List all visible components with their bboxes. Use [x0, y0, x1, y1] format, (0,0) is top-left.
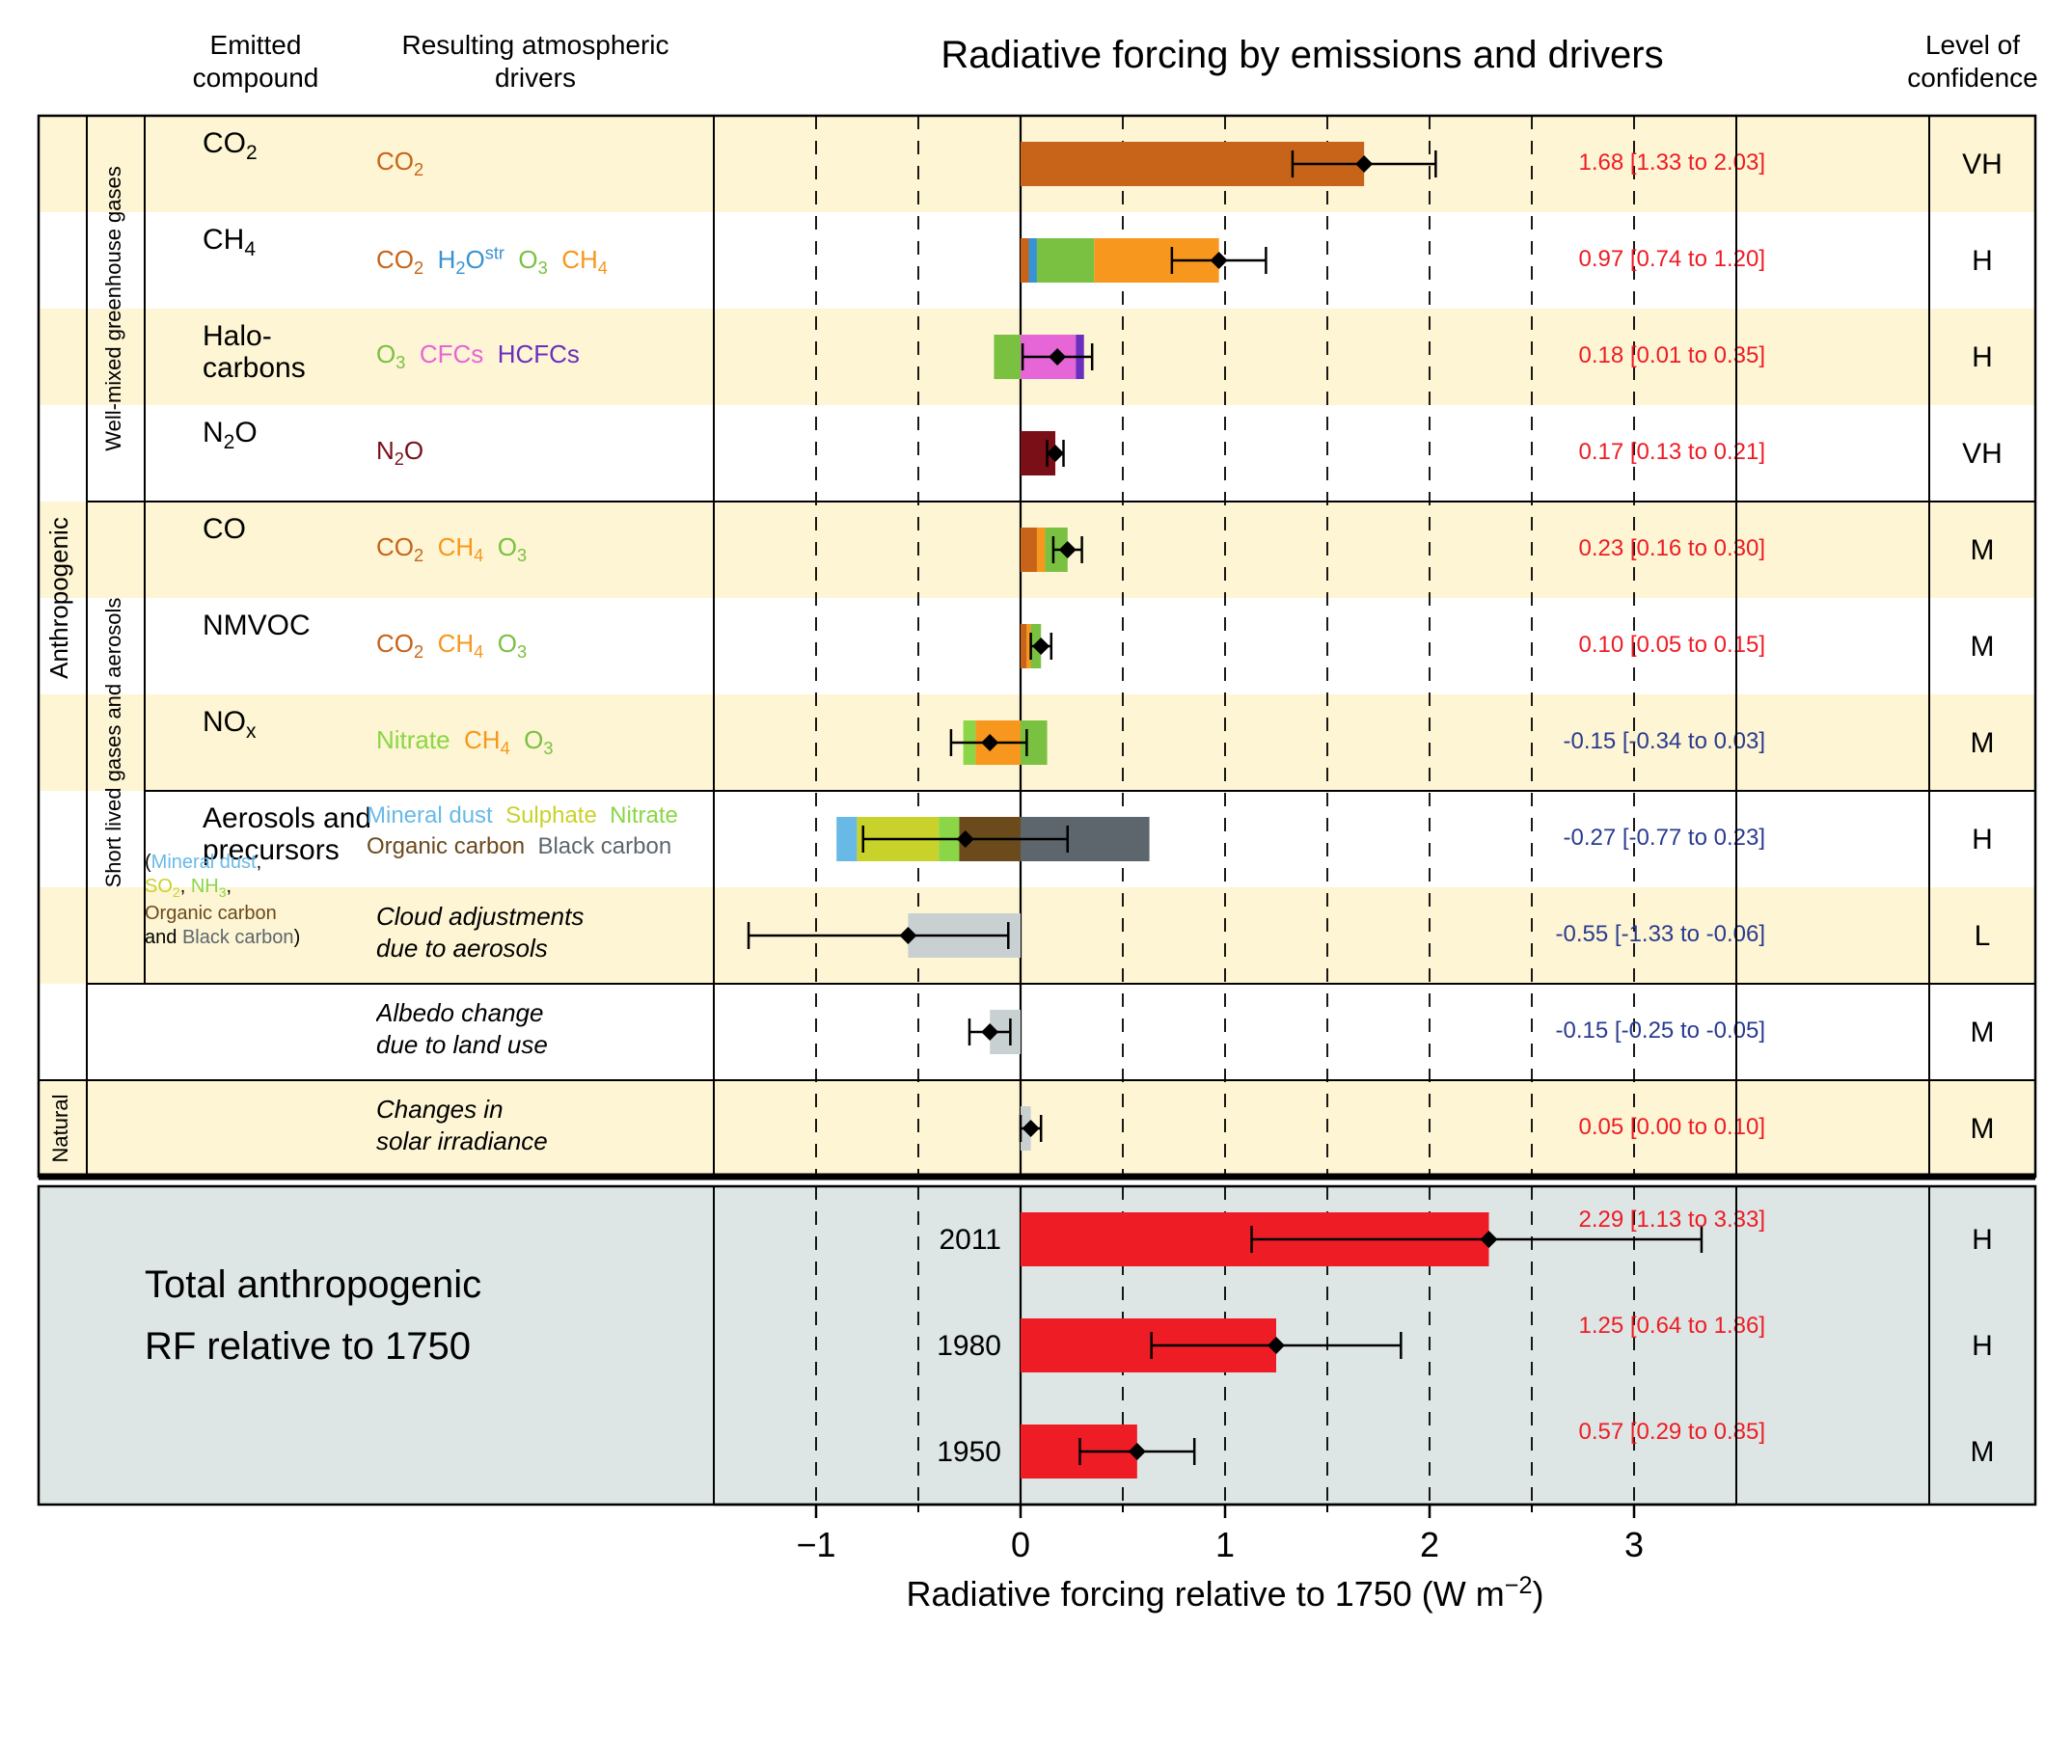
svg-text:Natural: Natural — [48, 1095, 72, 1163]
svg-text:2: 2 — [1420, 1525, 1439, 1564]
svg-text:3: 3 — [1624, 1525, 1644, 1564]
svg-text:M: M — [1971, 727, 1995, 759]
svg-text:0: 0 — [1011, 1525, 1030, 1564]
svg-text:M: M — [1971, 631, 1995, 663]
svg-text:Well-mixed greenhouse gases: Well-mixed greenhouse gases — [101, 166, 125, 451]
svg-text:H: H — [1972, 1330, 1993, 1362]
svg-text:L: L — [1975, 920, 1991, 952]
svg-text:M: M — [1971, 534, 1995, 566]
svg-text:M: M — [1971, 1017, 1995, 1048]
svg-text:H: H — [1972, 341, 1993, 373]
svg-text:−1: −1 — [796, 1525, 835, 1564]
svg-text:1: 1 — [1215, 1525, 1235, 1564]
svg-text:H: H — [1972, 245, 1993, 277]
svg-text:Anthropogenic: Anthropogenic — [44, 517, 73, 679]
svg-text:VH: VH — [1962, 438, 2003, 470]
svg-text:M: M — [1971, 1113, 1995, 1145]
svg-text:Short lived gases and aerosols: Short lived gases and aerosols — [101, 598, 125, 888]
svg-text:H: H — [1972, 1224, 1993, 1256]
svg-text:M: M — [1971, 1436, 1995, 1468]
svg-text:1980: 1980 — [937, 1330, 1001, 1362]
svg-text:2011: 2011 — [939, 1224, 1001, 1256]
radiative-forcing-chart: EmittedcompoundResulting atmosphericdriv… — [19, 19, 2053, 1745]
svg-text:VH: VH — [1962, 149, 2003, 180]
svg-text:1950: 1950 — [937, 1436, 1001, 1468]
svg-text:H: H — [1972, 824, 1993, 855]
chart-container: EmittedcompoundResulting atmosphericdriv… — [19, 19, 2053, 1745]
